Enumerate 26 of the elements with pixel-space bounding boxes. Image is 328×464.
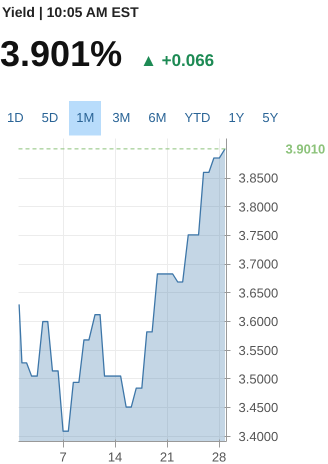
y-tick-label: 3.8500 bbox=[238, 170, 278, 186]
y-tick-label: 3.7500 bbox=[238, 228, 278, 243]
y-tick-label: 3.4500 bbox=[238, 400, 278, 416]
y-tick-label: 3.7000 bbox=[238, 256, 278, 272]
text: YTD bbox=[183, 109, 212, 128]
chart-subtitle: 3.901% bbox=[0, 33, 122, 74]
x-tick-label: 28 bbox=[212, 450, 226, 464]
text: 5Y bbox=[261, 109, 280, 128]
y-tick-label: 3.5000 bbox=[238, 371, 278, 386]
text: ▲ +0.066 bbox=[140, 51, 214, 70]
x-tick-label: 21 bbox=[160, 450, 174, 464]
x-tick-label: 14 bbox=[108, 450, 122, 464]
ref-line-label: 3.9010 bbox=[286, 141, 326, 156]
text: 1M bbox=[69, 101, 102, 136]
text: 1D bbox=[6, 109, 25, 128]
text: 6M bbox=[147, 109, 168, 128]
text: 5D bbox=[40, 109, 60, 128]
y-tick-label: 3.5500 bbox=[238, 342, 278, 358]
y-tick-label: 3.8000 bbox=[238, 199, 278, 214]
y-tick-label: 3.6000 bbox=[238, 314, 278, 330]
chart-title: Yield | 10:05 AM EST bbox=[2, 3, 140, 22]
text: 3M bbox=[111, 109, 132, 128]
y-tick-label: 3.4000 bbox=[238, 428, 278, 444]
text: 1Y bbox=[227, 109, 246, 128]
x-tick-label: 7 bbox=[59, 450, 67, 464]
y-tick-label: 3.6500 bbox=[238, 285, 278, 300]
